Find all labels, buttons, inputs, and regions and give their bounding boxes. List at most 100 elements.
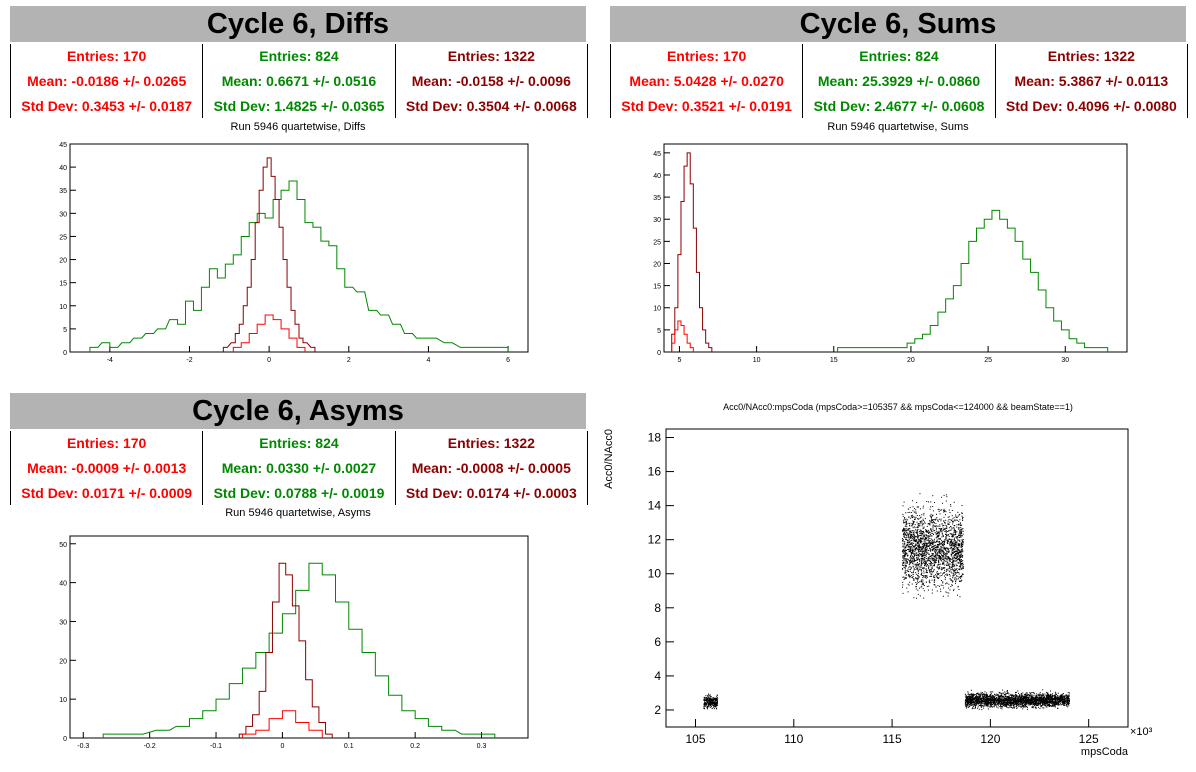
scatter-point bbox=[1050, 697, 1052, 699]
scatter-point bbox=[933, 569, 935, 571]
scatter-point bbox=[902, 568, 904, 570]
scatter-point bbox=[928, 585, 930, 587]
scatter-point bbox=[973, 705, 975, 707]
scatter-point bbox=[940, 579, 942, 581]
scatter-point bbox=[710, 701, 712, 703]
scatter-point bbox=[909, 549, 911, 551]
scatter-point bbox=[1031, 697, 1033, 699]
scatter-point bbox=[909, 550, 911, 552]
scatter-point bbox=[909, 581, 911, 583]
asyms-green-entries: Entries: 824 bbox=[259, 435, 339, 452]
scatter-point bbox=[977, 701, 979, 703]
scatter-point bbox=[932, 510, 934, 512]
scatter-point bbox=[905, 552, 907, 554]
scatter-point bbox=[1063, 696, 1065, 698]
scatter-point bbox=[982, 700, 984, 702]
scatter-point bbox=[1025, 697, 1027, 699]
scatter-point bbox=[904, 567, 906, 569]
scatter-point bbox=[933, 565, 935, 567]
scatter-point bbox=[961, 530, 963, 532]
scatter-point bbox=[707, 702, 709, 704]
scatter-point bbox=[902, 557, 904, 559]
scatter-point bbox=[1019, 699, 1021, 701]
scatter-point bbox=[904, 529, 906, 531]
scatter-point bbox=[986, 696, 988, 698]
scatter-point bbox=[919, 517, 921, 519]
scatter-point bbox=[910, 568, 912, 570]
scatter-point bbox=[925, 575, 927, 577]
scatter-point bbox=[979, 696, 981, 698]
scatter-point bbox=[936, 590, 938, 592]
scatter-point bbox=[991, 694, 993, 696]
scatter-point bbox=[949, 512, 951, 514]
scatter-point bbox=[919, 525, 921, 527]
scatter-point bbox=[1041, 700, 1043, 702]
scatter-point bbox=[911, 555, 913, 557]
scatter-point bbox=[707, 697, 709, 699]
scatter-point bbox=[1001, 697, 1003, 699]
scatter-point bbox=[933, 538, 935, 540]
scatter-point bbox=[940, 568, 942, 570]
scatter-point bbox=[709, 697, 711, 699]
scatter-point bbox=[919, 493, 921, 495]
scatter-point bbox=[912, 557, 914, 559]
scatter-point bbox=[940, 509, 942, 511]
scatter-point bbox=[1050, 696, 1052, 698]
scatter-point bbox=[902, 564, 904, 566]
scatter-point bbox=[905, 562, 907, 564]
scatter-point bbox=[1014, 702, 1016, 704]
scatter-point bbox=[1020, 699, 1022, 701]
scatter-point bbox=[1050, 698, 1052, 700]
asyms-stat-green: Entries: 824 Mean: 0.0330 +/- 0.0027 Std… bbox=[203, 431, 396, 505]
scatter-point bbox=[953, 533, 955, 535]
scatter-point bbox=[925, 565, 927, 567]
sums-x-tick-label: 30 bbox=[1061, 357, 1069, 364]
scatter-point bbox=[1028, 698, 1030, 700]
scatter-point bbox=[1035, 705, 1037, 707]
scatter-point bbox=[923, 521, 925, 523]
scatter-point bbox=[1014, 700, 1016, 702]
scatter-point bbox=[943, 547, 945, 549]
scatter-point bbox=[939, 575, 941, 577]
scatter-point bbox=[1034, 699, 1036, 701]
scatter-point bbox=[989, 698, 991, 700]
scatter-point bbox=[954, 558, 956, 560]
scatter-point bbox=[926, 544, 928, 546]
scatter-point bbox=[921, 566, 923, 568]
scatter-point bbox=[714, 701, 716, 703]
scatter-point bbox=[926, 565, 928, 567]
scatter-point bbox=[919, 546, 921, 548]
scatter-point bbox=[1065, 700, 1067, 702]
scatter-point bbox=[902, 546, 904, 548]
scatter-point bbox=[920, 516, 922, 518]
scatter-point bbox=[923, 512, 925, 514]
scatter-point bbox=[1001, 701, 1003, 703]
scatter-point bbox=[917, 540, 919, 542]
scatter-point bbox=[1014, 700, 1016, 702]
scatter-point bbox=[902, 539, 904, 541]
scatter-point bbox=[929, 539, 931, 541]
asyms-header: Cycle 6, Asyms bbox=[10, 393, 586, 429]
scatter-point bbox=[927, 559, 929, 561]
scatter-point bbox=[1051, 698, 1053, 700]
scatter-point bbox=[928, 523, 930, 525]
scatter-point bbox=[987, 700, 989, 702]
scatter-point bbox=[704, 705, 706, 707]
scatter-point bbox=[939, 524, 941, 526]
scatter-point bbox=[989, 702, 991, 704]
scatter-point bbox=[951, 551, 953, 553]
scatter-point bbox=[909, 560, 911, 562]
sums-header: Cycle 6, Sums bbox=[610, 6, 1186, 42]
scatter-point bbox=[905, 512, 907, 514]
scatter-point bbox=[943, 510, 945, 512]
scatter-point bbox=[957, 534, 959, 536]
scatter-point bbox=[1060, 694, 1062, 696]
scatter-point bbox=[1058, 701, 1060, 703]
scatter-point bbox=[1012, 694, 1014, 696]
scatter-point bbox=[941, 555, 943, 557]
scatter-point bbox=[917, 545, 919, 547]
scatter-point bbox=[1015, 701, 1017, 703]
scatter-point bbox=[1045, 706, 1047, 708]
scatter-point bbox=[971, 708, 973, 710]
scatter-point bbox=[1064, 697, 1066, 699]
